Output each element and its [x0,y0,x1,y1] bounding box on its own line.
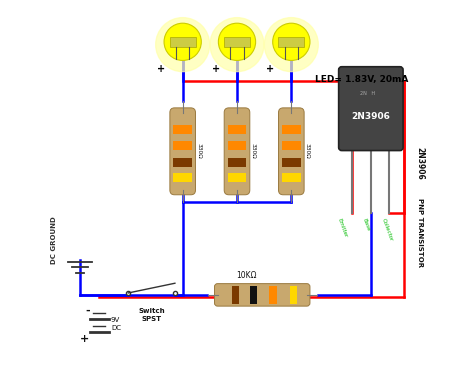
Text: 330Ω: 330Ω [251,144,255,159]
Text: Base: Base [362,217,371,232]
FancyBboxPatch shape [279,108,304,195]
Bar [249,286,257,304]
Text: 2N3906: 2N3906 [416,147,425,179]
FancyBboxPatch shape [170,37,196,47]
Circle shape [164,23,201,61]
Text: 10KΩ: 10KΩ [237,271,257,280]
FancyBboxPatch shape [278,37,304,47]
Bar [228,125,246,134]
FancyBboxPatch shape [170,108,195,195]
Bar [173,158,192,167]
Bar [282,140,301,149]
Bar [173,125,192,134]
Text: 2N3906: 2N3906 [351,112,390,121]
Text: 330Ω: 330Ω [305,144,310,159]
Text: +: + [157,64,165,74]
Text: -: - [85,305,90,315]
Bar [282,125,301,134]
Text: 9V: 9V [111,317,120,323]
Text: +: + [80,334,90,345]
Text: LED= 1.83V, 20mA: LED= 1.83V, 20mA [315,75,408,84]
Bar [228,173,246,182]
Circle shape [273,23,310,61]
Bar [228,140,246,149]
Bar [290,286,297,304]
FancyBboxPatch shape [215,284,310,306]
Text: 330Ω: 330Ω [196,144,201,159]
Circle shape [219,23,255,61]
Circle shape [210,17,264,72]
Text: DC GROUND: DC GROUND [51,217,57,265]
FancyBboxPatch shape [224,37,250,47]
FancyBboxPatch shape [338,67,403,151]
Bar [282,158,301,167]
Circle shape [264,17,319,72]
Text: PNP TRANSISTOR: PNP TRANSISTOR [417,198,423,267]
Bar [228,158,246,167]
Bar [282,173,301,182]
Circle shape [155,17,210,72]
Text: 2N   H: 2N H [360,91,375,95]
Text: Emitter: Emitter [337,217,348,238]
FancyBboxPatch shape [224,108,250,195]
Text: +: + [266,64,274,74]
Bar [232,286,239,304]
Bar [173,140,192,149]
Text: Switch
SPST: Switch SPST [138,308,165,322]
Text: DC: DC [111,325,121,331]
Text: +: + [211,64,220,74]
Bar [269,286,277,304]
Bar [173,173,192,182]
Text: Collector: Collector [380,217,393,242]
